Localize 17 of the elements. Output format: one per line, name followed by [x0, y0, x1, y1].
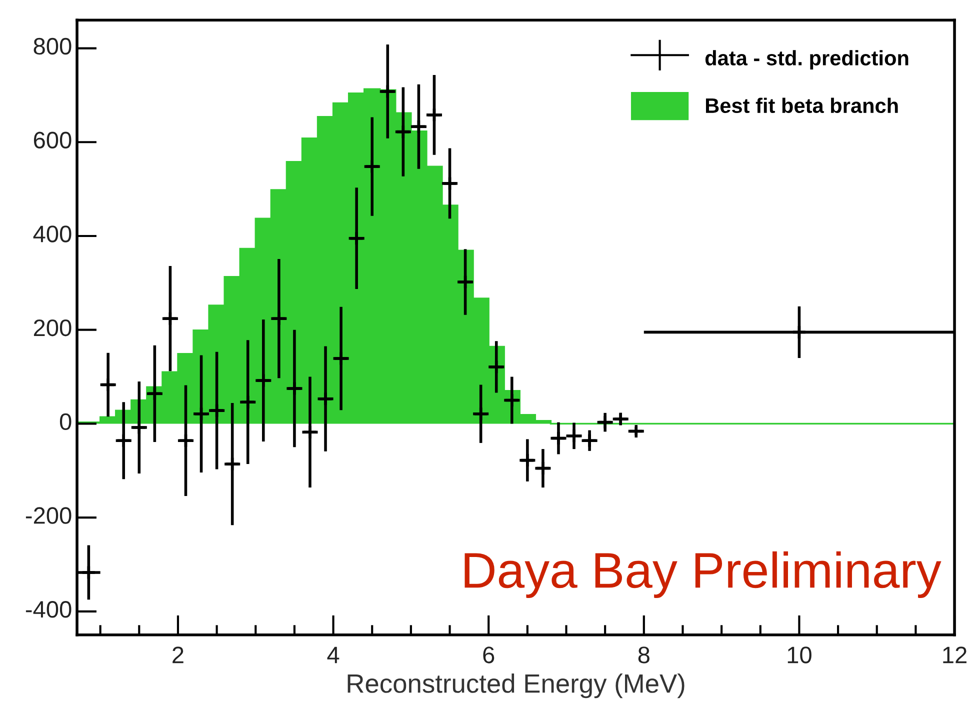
x-axis-title: Reconstructed Energy (MeV) — [348, 674, 684, 698]
x-tick-label: 6 — [483, 646, 494, 664]
y-tick-label: 200 — [34, 319, 72, 336]
annotation: Daya Bay Preliminary — [464, 551, 942, 598]
y-tick-label: 800 — [34, 38, 72, 55]
x-tick-label: 12 — [943, 646, 966, 664]
legend-label: data - std. prediction — [705, 50, 908, 70]
y-tick-label: 0 — [60, 413, 72, 430]
legend-label: Best fit beta branch — [706, 98, 898, 114]
y-tick-label: -400 — [26, 601, 72, 618]
y-tick-label: 600 — [34, 132, 72, 148]
x-tick-label: 10 — [788, 646, 812, 664]
y-tick-label: -200 — [26, 507, 72, 524]
x-tick-label: 2 — [172, 646, 184, 664]
x-tick-label: 8 — [638, 646, 650, 664]
y-tick-label: 400 — [33, 226, 72, 242]
x-tick-label: 4 — [327, 646, 340, 664]
